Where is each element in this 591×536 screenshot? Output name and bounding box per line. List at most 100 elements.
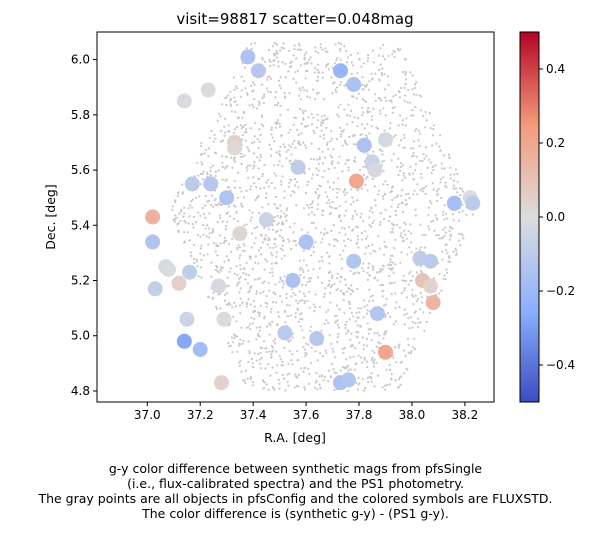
fluxstd-point	[277, 325, 293, 341]
background-point	[292, 123, 295, 126]
background-point	[433, 229, 436, 232]
background-point	[219, 115, 222, 118]
background-point	[238, 364, 241, 367]
fluxstd-point	[184, 176, 200, 192]
background-point	[240, 162, 243, 165]
background-point	[211, 164, 215, 167]
background-point	[368, 80, 371, 83]
background-point	[293, 44, 296, 47]
background-point	[233, 217, 236, 221]
background-point	[270, 251, 273, 254]
background-point	[228, 301, 231, 305]
background-point	[351, 344, 354, 347]
background-point	[270, 356, 273, 359]
background-point	[317, 162, 320, 165]
background-point	[275, 50, 278, 53]
background-point	[381, 295, 384, 298]
background-point	[342, 249, 345, 252]
background-point	[349, 356, 352, 359]
background-point	[390, 99, 393, 102]
background-point	[405, 193, 408, 196]
background-point	[250, 48, 253, 51]
background-point	[375, 345, 378, 348]
fluxstd-point	[290, 159, 306, 175]
background-point	[335, 137, 339, 141]
background-point	[321, 71, 324, 74]
background-point	[403, 133, 406, 136]
background-point	[209, 169, 212, 173]
background-point	[281, 175, 284, 178]
background-point	[249, 322, 252, 326]
background-point	[340, 257, 343, 260]
background-point	[370, 72, 373, 75]
background-point	[239, 287, 242, 290]
background-point	[231, 237, 234, 240]
background-point	[307, 116, 310, 119]
background-point	[314, 293, 317, 296]
background-point	[276, 43, 279, 47]
background-point	[383, 253, 386, 256]
background-point	[240, 370, 243, 373]
background-point	[242, 242, 245, 245]
background-point	[235, 284, 238, 287]
background-point	[403, 221, 406, 224]
background-point	[348, 226, 351, 229]
background-point	[223, 293, 227, 296]
background-point	[317, 203, 320, 206]
background-point	[277, 378, 280, 382]
background-point	[360, 212, 363, 215]
background-point	[371, 211, 374, 214]
background-point	[314, 386, 317, 389]
background-point	[343, 312, 346, 315]
background-point	[190, 200, 193, 203]
background-point	[269, 324, 272, 327]
background-point	[378, 270, 381, 273]
background-point	[389, 263, 392, 267]
background-point	[308, 277, 311, 280]
background-point	[178, 212, 181, 215]
background-point	[394, 209, 397, 213]
background-point	[325, 319, 328, 322]
background-point	[461, 203, 464, 206]
background-point	[317, 276, 320, 279]
background-point	[399, 361, 402, 364]
background-point	[282, 283, 285, 286]
background-point	[398, 343, 401, 346]
background-point	[448, 225, 451, 228]
background-point	[360, 232, 363, 235]
background-point	[321, 48, 324, 51]
background-point	[287, 384, 290, 387]
background-point	[364, 177, 367, 180]
background-point	[318, 184, 321, 187]
background-point	[249, 287, 252, 290]
background-point	[314, 67, 317, 70]
background-point	[281, 374, 284, 377]
background-point	[355, 331, 358, 334]
background-point	[444, 184, 447, 188]
background-point	[308, 167, 311, 171]
background-point	[275, 251, 278, 254]
background-point	[214, 250, 217, 253]
background-point	[253, 98, 256, 101]
background-point	[240, 75, 243, 78]
background-point	[414, 105, 417, 109]
background-point	[442, 277, 445, 280]
background-point	[398, 144, 401, 147]
background-point	[419, 159, 422, 162]
background-point	[227, 342, 230, 345]
background-point	[263, 95, 266, 98]
background-point	[249, 257, 252, 260]
background-point	[339, 289, 343, 292]
background-point	[208, 136, 211, 139]
background-point	[229, 99, 232, 102]
background-point	[330, 137, 333, 140]
background-point	[256, 278, 259, 281]
background-point	[307, 343, 310, 346]
caption-line: (i.e., flux-calibrated spectra) and the …	[127, 476, 464, 491]
background-point	[402, 239, 405, 242]
background-point	[370, 372, 373, 375]
background-point	[362, 348, 365, 351]
background-point	[326, 180, 330, 183]
background-point	[312, 158, 316, 161]
background-point	[384, 316, 387, 319]
